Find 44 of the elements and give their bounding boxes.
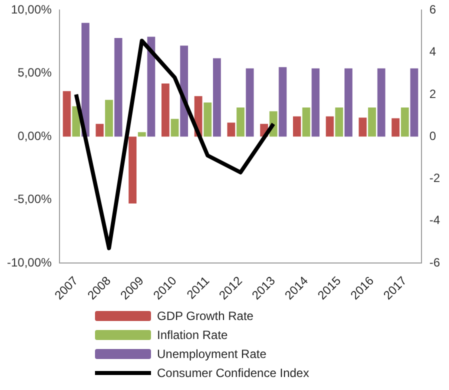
bar (246, 68, 254, 137)
bar (344, 68, 352, 137)
y-tick-label: 10,00% (10, 2, 52, 17)
bar (335, 108, 344, 137)
bar (105, 100, 113, 137)
bar (212, 58, 221, 137)
y-tick-label: -10,00% (6, 255, 52, 270)
bar (312, 68, 320, 137)
bar (81, 22, 90, 137)
bar (96, 124, 104, 137)
bar (400, 108, 409, 137)
bar (138, 132, 146, 137)
y-tick-label: 0,00% (18, 128, 52, 143)
y2-tick-label: -2 (429, 171, 440, 186)
bar (114, 38, 122, 137)
bar (377, 68, 386, 137)
bar (302, 108, 310, 137)
bar (227, 122, 236, 137)
bar (358, 118, 367, 137)
legend-label: GDP Growth Rate (157, 308, 254, 322)
legend-label: Unemployment Rate (157, 346, 266, 360)
bar (128, 136, 137, 204)
y2-tick-label: 4 (429, 44, 436, 59)
bar (147, 36, 156, 137)
bar (161, 83, 170, 137)
bar (236, 108, 244, 137)
y2-tick-label: 6 (429, 2, 436, 17)
y2-tick-label: -4 (429, 213, 440, 228)
bar (62, 91, 71, 137)
legend-label: Inflation Rate (157, 328, 228, 342)
y-tick-label: -5,00% (14, 192, 52, 206)
bar (278, 67, 287, 137)
y2-tick-label: 0 (429, 128, 436, 143)
bar (292, 116, 301, 137)
bar (326, 116, 334, 137)
bar (392, 118, 400, 137)
legend-label: Consumer Confidence Index (157, 366, 310, 380)
bar (170, 118, 179, 137)
y-tick-label: 5,00% (18, 66, 52, 80)
bar (410, 68, 418, 137)
bar (368, 108, 376, 137)
y2-tick-label: 2 (429, 86, 436, 101)
bar (204, 102, 212, 137)
y2-tick-label: -6 (429, 255, 440, 270)
